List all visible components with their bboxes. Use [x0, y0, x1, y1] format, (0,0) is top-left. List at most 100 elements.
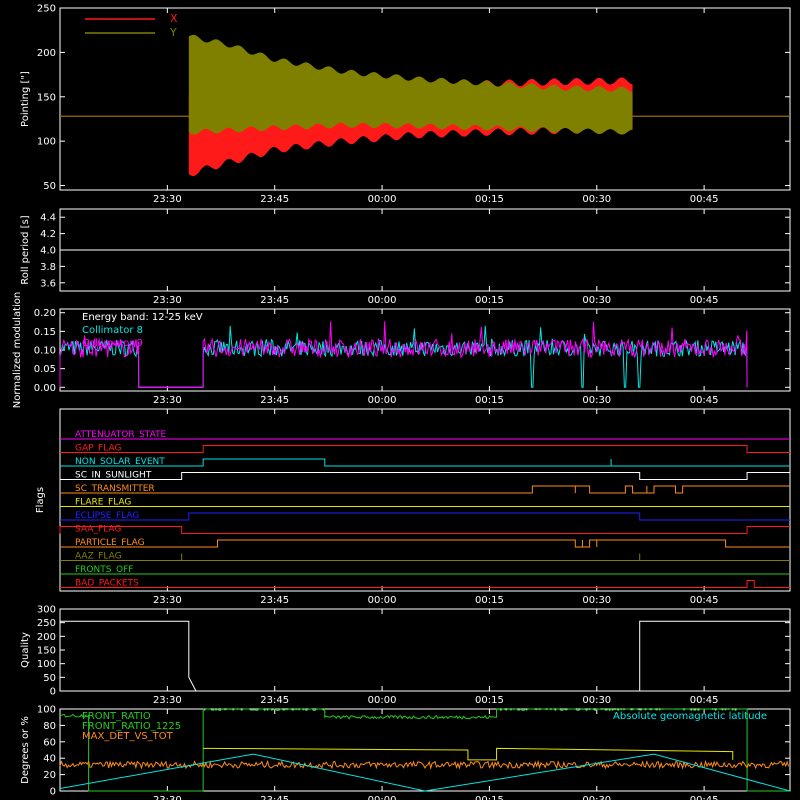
- y-tick-label: 60: [43, 737, 56, 748]
- x-tick-label: 00:00: [368, 595, 397, 606]
- flag-trace-sc-in-sunlight: [60, 472, 790, 480]
- flag-trace-sc-transmitter: [60, 485, 790, 494]
- x-tick-label: 23:45: [260, 695, 289, 706]
- quality-y-axis-label: Quality: [20, 632, 31, 668]
- pointing-panel: 50 100 150 200 250 23:30 23:45 00:00 00:15 00:30…: [20, 4, 791, 205]
- flag-label: SAA_FLAG: [75, 525, 121, 535]
- x-tick-label: 00:15: [475, 795, 504, 800]
- y-tick-label: 200: [37, 632, 56, 643]
- legend-max-det-vs-tot: MAX_DET_VS_TOT: [82, 731, 174, 742]
- roll-period-y-axis-label: Roll period [s]: [20, 215, 31, 284]
- x-tick-label: 23:30: [153, 295, 182, 306]
- y-tick-label: 150: [37, 92, 56, 103]
- x-tick-label: 23:30: [153, 395, 182, 406]
- pointing-plot-frame: [59, 7, 791, 191]
- roll-period-panel: 3.6 3.8 4.0 4.2 4.4 23:30 23:45 00:00 00:15 00:3…: [20, 208, 791, 306]
- x-tick-label: 23:30: [153, 194, 182, 205]
- energy-band-annotation: Energy band: 12-25 keV: [82, 312, 203, 323]
- y-tick-label: 4.0: [40, 246, 56, 257]
- x-tick-label: 00:30: [582, 395, 611, 406]
- x-tick-label: 00:30: [582, 194, 611, 205]
- y-tick-label: 3.8: [40, 262, 56, 273]
- geomagnetic-latitude-annotation: Absolute geomagnetic latitude: [613, 711, 767, 722]
- y-tick-label: 20: [43, 770, 56, 781]
- y-tick-label: 0: [50, 787, 56, 798]
- x-tick-label: 00:00: [368, 695, 397, 706]
- x-tick-label: 00:00: [368, 194, 397, 205]
- flag-trace-eclipse-flag: [60, 512, 790, 521]
- x-tick-label: 00:30: [582, 795, 611, 800]
- x-tick-label: 00:45: [690, 595, 719, 606]
- flag-label: AAZ_FLAG: [75, 552, 122, 562]
- y-tick-label: 100: [37, 705, 56, 716]
- flag-trace-gap-flag: [60, 445, 790, 453]
- flag-label: ECLIPSE_FLAG: [75, 511, 139, 521]
- x-tick-label: 00:15: [475, 595, 504, 606]
- ratio-front-ratio: [59, 707, 790, 792]
- x-tick-label: 00:45: [690, 194, 719, 205]
- flags-plot-frame: [59, 408, 791, 592]
- x-tick-label: 23:30: [153, 795, 182, 800]
- y-tick-label: 0: [50, 687, 56, 698]
- series-y-envelope: [188, 34, 633, 135]
- y-tick-label: 3.6: [40, 278, 56, 289]
- x-tick-label: 00:00: [368, 795, 397, 800]
- y-tick-label: 0.00: [34, 383, 56, 394]
- y-tick-label: 300: [37, 605, 56, 616]
- y-tick-label: 50: [43, 673, 56, 684]
- flag-label: BAD_PACKETS: [75, 579, 139, 589]
- flag-label: GAP_FLAG: [75, 444, 121, 454]
- x-tick-label: 23:45: [260, 295, 289, 306]
- y-tick-label: 250: [37, 618, 56, 629]
- x-tick-label: 00:30: [582, 695, 611, 706]
- flag-label: NON_SOLAR_EVENT: [75, 457, 165, 467]
- flag-trace-saa-flag: [59, 526, 790, 534]
- flag-label: SC_IN_SUNLIGHT: [75, 471, 152, 481]
- y-tick-label: 100: [37, 137, 56, 148]
- flag-label: FLARE_FLAG: [75, 498, 131, 508]
- y-tick-label: 250: [37, 4, 56, 15]
- x-tick-label: 23:45: [260, 595, 289, 606]
- y-tick-label: 4.4: [40, 213, 56, 224]
- x-tick-label: 00:45: [690, 795, 719, 800]
- y-tick-label: 0.10: [34, 346, 56, 357]
- ratios-panel: 0 20 40 60 80 100 23:30 23:45 00:00 00:15 00:30 00…: [20, 705, 791, 800]
- modulation-y-axis-label: Normalized modulation: [12, 292, 23, 409]
- modulation-panel: 0.00 0.05 0.10 0.15 0.20 23:30 23:45 00:00 00:1…: [12, 292, 791, 409]
- flag-trace-particle-flag: [60, 539, 790, 548]
- y-tick-label: 100: [37, 659, 56, 670]
- ratio-front-ratio-1225: [203, 747, 734, 761]
- x-tick-label: 23:45: [260, 795, 289, 800]
- legend-front-ratio-1225: FRONT_RATIO_1225: [82, 721, 181, 732]
- modulation-collimator-9: [59, 321, 748, 388]
- quality-line: [60, 620, 790, 692]
- flag-trace-bad-packets: [60, 580, 790, 588]
- x-tick-label: 00:00: [368, 395, 397, 406]
- legend-x-label: X: [170, 12, 178, 25]
- y-tick-label: 4.2: [40, 229, 56, 240]
- y-tick-label: 200: [37, 48, 56, 59]
- ratios-y-axis-label: Degrees or %: [20, 716, 31, 784]
- flags-panel: 23:30 23:45 00:00 00:15 00:30 00:45 ATTENUATO…: [35, 408, 791, 606]
- y-tick-label: 0.15: [34, 327, 56, 338]
- y-tick-label: 150: [37, 646, 56, 657]
- x-tick-label: 00:45: [690, 395, 719, 406]
- quality-panel: 0 50 100 150 200 250 300 23:30 23:45 00:00 00:15 0…: [20, 605, 791, 706]
- ratio-max-det-vs-tot: [59, 759, 790, 770]
- y-tick-label: 80: [43, 721, 56, 732]
- x-tick-label: 00:15: [475, 295, 504, 306]
- ratio-absolute-geomagnetic-latitude: [59, 753, 791, 792]
- flag-label: SC_TRANSMITTER: [75, 484, 155, 494]
- x-tick-label: 23:45: [260, 395, 289, 406]
- flag-label: FRONTS_OFF: [75, 565, 133, 575]
- x-tick-label: 23:30: [153, 595, 182, 606]
- flag-trace-aaz-flag: [60, 553, 790, 561]
- x-tick-label: 00:45: [690, 695, 719, 706]
- x-tick-label: 00:15: [475, 695, 504, 706]
- flag-trace-non-solar-event: [60, 458, 790, 467]
- x-tick-label: 00:15: [475, 194, 504, 205]
- y-tick-label: 40: [43, 754, 56, 765]
- y-tick-label: 50: [43, 181, 56, 192]
- flag-label: ATTENUATOR_STATE: [75, 430, 167, 440]
